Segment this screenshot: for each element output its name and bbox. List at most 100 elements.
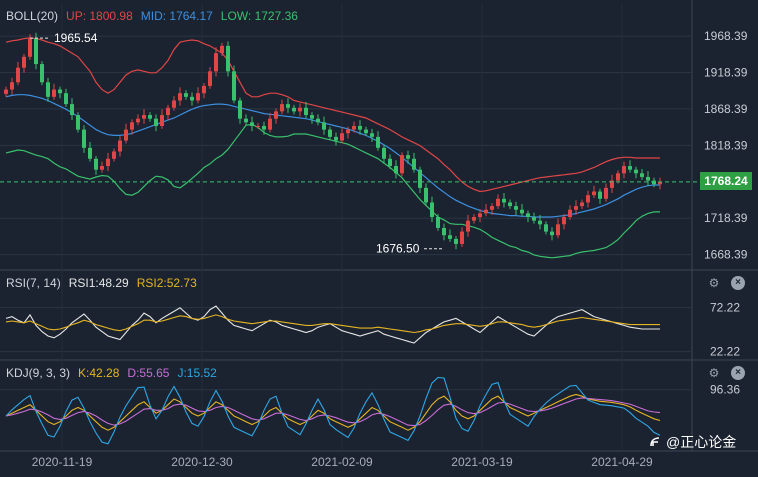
candle-body	[64, 93, 68, 105]
candle-body	[412, 158, 416, 170]
candle-body	[592, 191, 596, 196]
candle-body	[16, 67, 20, 83]
kdj-settings-gear-icon[interactable]: ⚙	[708, 366, 720, 380]
candle-body	[238, 100, 242, 119]
candle-body	[550, 231, 554, 236]
candle-body	[346, 129, 350, 134]
candle-body	[364, 129, 368, 134]
candle-body	[352, 125, 356, 130]
candle-body	[172, 100, 176, 108]
candle-body	[520, 209, 524, 214]
kdj-y-tick-label: 96.36	[710, 383, 740, 397]
candle-body	[430, 202, 434, 218]
candle-body	[616, 173, 620, 181]
candle-body	[442, 227, 446, 236]
candle-body	[196, 93, 200, 101]
candle-body	[376, 136, 380, 148]
candle-body	[130, 122, 134, 130]
candle-body	[28, 38, 32, 57]
boll-up: UP: 1800.98	[66, 9, 133, 23]
main-y-tick-label: 1668.39	[704, 248, 748, 262]
candle-body	[184, 93, 188, 97]
rsi-name: RSI(7, 14)	[6, 276, 61, 290]
candle-body	[340, 133, 344, 141]
candle-body	[532, 217, 536, 221]
candle-body	[58, 89, 62, 94]
current-price-tag: 1768.24	[700, 172, 752, 190]
candle-body	[310, 115, 314, 119]
candle-body	[148, 115, 152, 119]
candle-body	[508, 202, 512, 207]
rsi-line-rsi1	[5, 305, 660, 344]
candle-body	[46, 82, 50, 97]
candle-body	[190, 96, 194, 101]
candle-body	[208, 71, 212, 86]
candle-body	[76, 115, 80, 130]
boll-low: LOW: 1727.36	[220, 9, 298, 23]
candle-body	[316, 118, 320, 123]
boll-lower-line	[5, 123, 660, 259]
candle-body	[100, 166, 104, 170]
candle-body	[244, 118, 248, 123]
main-y-tick-label: 1868.39	[704, 102, 748, 116]
candle-body	[292, 107, 296, 112]
candle-body	[502, 198, 506, 203]
candle-body	[382, 147, 386, 159]
candle-body	[166, 107, 170, 116]
boll-header: BOLL(20) UP: 1800.98 MID: 1764.17 LOW: 1727…	[6, 9, 306, 23]
rsi2-value: RSI2:52.73	[136, 276, 197, 290]
x-tick-label: 2021-04-29	[591, 455, 653, 469]
j-value: J:15.52	[177, 366, 217, 380]
kdj-close-icon[interactable]: ×	[731, 366, 745, 380]
candle-body	[88, 147, 92, 159]
rsi-line-rsi2	[5, 314, 660, 334]
candle-body	[136, 118, 140, 123]
main-y-tick-label: 1918.39	[704, 66, 748, 80]
x-tick-label: 2020-11-19	[32, 455, 93, 469]
candle-body	[220, 45, 224, 54]
rsi-y-tick-label: 22.22	[710, 345, 740, 359]
rsi-y-tick-label: 72.22	[710, 301, 740, 315]
candle-body	[388, 158, 392, 167]
candle-body	[586, 195, 590, 203]
candle-body	[262, 125, 266, 130]
x-tick-label: 2021-03-19	[451, 455, 513, 469]
main-y-tick-label: 1718.39	[704, 211, 748, 225]
boll-name: BOLL(20)	[6, 9, 59, 23]
candle-body	[94, 158, 98, 170]
x-tick-label: 2020-12-30	[171, 455, 233, 469]
candle-body	[106, 158, 110, 167]
candle-body	[400, 155, 404, 174]
candle-body	[286, 104, 290, 108]
candle-body	[280, 104, 284, 112]
candle-body	[580, 202, 584, 207]
candle-body	[52, 89, 56, 97]
candle-body	[490, 206, 494, 210]
candle-body	[496, 198, 500, 207]
candle-body	[22, 56, 26, 68]
candle-body	[250, 122, 254, 126]
candle-body	[658, 182, 662, 185]
candle-body	[34, 38, 38, 65]
candle-body	[424, 187, 428, 203]
candle-body	[628, 166, 632, 170]
candle-body	[214, 53, 218, 72]
kdj-line-j	[5, 376, 661, 445]
rsi-close-icon[interactable]: ×	[731, 276, 745, 290]
candle-body	[124, 129, 128, 141]
candle-body	[226, 45, 230, 72]
candle-body	[256, 125, 260, 127]
kdj-line-k	[5, 393, 661, 431]
candle-body	[112, 151, 116, 159]
kdj-name: KDJ(9, 3, 3)	[6, 366, 71, 380]
candle-body	[274, 111, 278, 119]
rsi-settings-gear-icon[interactable]: ⚙	[708, 276, 720, 290]
candle-body	[10, 82, 14, 90]
candle-body	[328, 129, 332, 137]
candle-body	[448, 235, 452, 239]
candle-body	[178, 93, 182, 101]
candle-body	[394, 166, 398, 174]
candle-body	[556, 224, 560, 236]
watermark: @正心论金	[648, 432, 736, 452]
